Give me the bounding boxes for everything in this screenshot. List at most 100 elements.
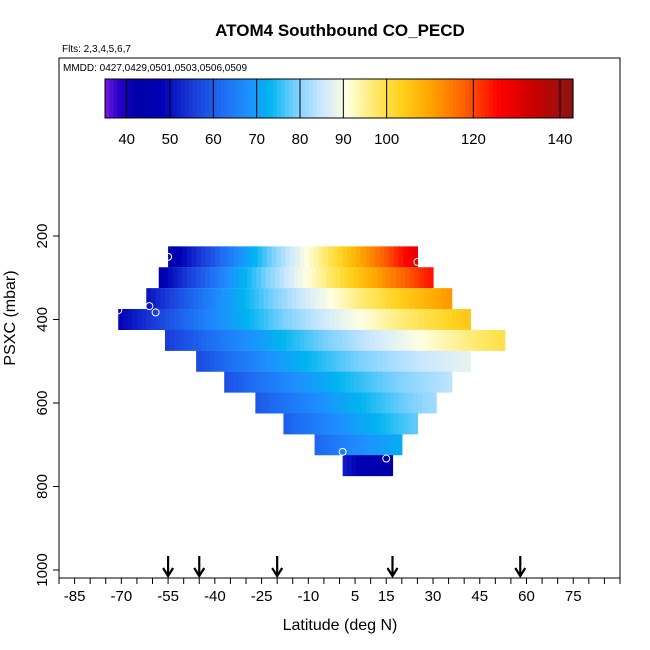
heatmap-cell — [323, 246, 329, 268]
heatmap-cell — [358, 350, 365, 372]
heatmap-cell — [233, 246, 240, 268]
heatmap-cell — [389, 413, 395, 435]
heatmap-cell — [309, 329, 315, 351]
heatmap-cell — [277, 288, 284, 310]
heatmap-cell — [273, 309, 279, 330]
heatmap-cell — [344, 371, 351, 393]
heatmap-cell — [320, 288, 326, 310]
colorbar-segment — [157, 79, 162, 118]
heatmap-cell — [301, 392, 307, 414]
colorbar-segment — [205, 79, 210, 118]
colorbar-segment — [141, 79, 146, 118]
heatmap-cell — [465, 350, 471, 372]
heatmap-cell — [312, 350, 318, 372]
heatmap-cell — [400, 267, 406, 289]
colorbar-segment — [345, 79, 350, 118]
heatmap-cell — [254, 309, 260, 330]
colorbar-segment — [237, 79, 242, 118]
heatmap-cell — [202, 329, 208, 351]
heatmap-cell — [343, 288, 349, 310]
flight-arrow — [162, 556, 175, 579]
heatmap-cell — [238, 246, 244, 268]
heatmap-cell — [265, 371, 272, 393]
x-tick-label: -10 — [297, 588, 319, 605]
heatmap-cell — [122, 309, 129, 330]
heatmap-cell — [428, 350, 434, 372]
colorbar-segment — [325, 79, 330, 118]
heatmap-cell — [233, 371, 239, 393]
colorbar-segment — [557, 79, 562, 118]
heatmap-cell — [216, 288, 223, 310]
heatmap-cell — [198, 309, 204, 330]
sample-marker — [338, 447, 347, 456]
heatmap-cell — [289, 371, 295, 393]
heatmap-cell — [419, 371, 425, 393]
heatmap-cell — [334, 288, 340, 310]
heatmap-cell — [349, 267, 355, 289]
heatmap-cell — [353, 267, 360, 289]
heatmap-cell — [224, 371, 230, 393]
heatmap-cell — [313, 246, 320, 268]
colorbar-segment — [541, 79, 546, 118]
heatmap-cell — [383, 329, 389, 351]
y-axis: 200 400 600 800 1000 — [34, 223, 59, 587]
heatmap-cell — [375, 392, 382, 414]
heatmap-cell — [348, 288, 354, 310]
heatmap-cell — [430, 329, 436, 351]
heatmap-cell — [408, 246, 414, 268]
heatmap-cell — [392, 434, 398, 456]
heatmap-cell — [476, 329, 483, 351]
heatmap-cell — [385, 413, 391, 435]
heatmap-cell — [351, 455, 357, 477]
x-tick-label: 5 — [351, 588, 359, 605]
colorbar-segment — [357, 79, 362, 118]
colorbar-tick-label: 80 — [292, 131, 309, 148]
heatmap-cell — [326, 350, 332, 372]
heatmap-cell — [257, 246, 263, 268]
heatmap-cell — [375, 246, 381, 268]
colorbar-segment — [377, 79, 382, 118]
x-tick-label: -85 — [64, 588, 86, 605]
heatmap-cell — [269, 392, 275, 414]
heatmap-cell — [447, 288, 453, 310]
heatmap-cell — [226, 309, 232, 330]
heatmap-cell — [367, 309, 373, 330]
heatmap-cell — [285, 246, 291, 268]
heatmap-cell — [386, 371, 392, 393]
heatmap-cell — [270, 371, 276, 393]
heatmap-cell — [334, 392, 340, 414]
heatmap-cell — [155, 288, 161, 310]
colorbar-segment — [253, 79, 258, 118]
sample-markers — [114, 252, 422, 463]
heatmap-cell — [412, 392, 419, 414]
heatmap-cell — [316, 267, 323, 289]
heatmap-cell — [433, 350, 439, 372]
heatmap-cells — [118, 246, 506, 477]
heatmap-cell — [383, 455, 389, 477]
heatmap-cell — [391, 350, 397, 372]
heatmap-cell — [224, 246, 230, 268]
heatmap-cell — [296, 288, 302, 310]
heatmap-cell — [356, 246, 362, 268]
colorbar-segment — [545, 79, 550, 118]
heatmap-cell — [251, 350, 258, 372]
heatmap-cell — [346, 434, 352, 456]
heatmap-cell — [420, 329, 427, 351]
heatmap-cell — [275, 350, 281, 372]
heatmap-cell — [381, 288, 387, 310]
colorbar-segment — [537, 79, 542, 118]
heatmap-cell — [210, 350, 216, 372]
y-tick-label: 200 — [34, 223, 51, 248]
heatmap-cell — [437, 350, 444, 372]
heatmap-cell — [357, 309, 363, 330]
heatmap-cell — [299, 246, 306, 268]
heatmap-cell — [428, 288, 434, 310]
heatmap-cell — [334, 309, 340, 330]
heatmap-cell — [233, 350, 239, 372]
heatmap-cell — [381, 267, 388, 289]
heatmap-cell — [357, 392, 363, 414]
heatmap-cell — [386, 350, 392, 372]
heatmap-cell — [237, 267, 244, 289]
heatmap-cell — [367, 288, 373, 310]
heatmap-cell — [335, 350, 341, 372]
